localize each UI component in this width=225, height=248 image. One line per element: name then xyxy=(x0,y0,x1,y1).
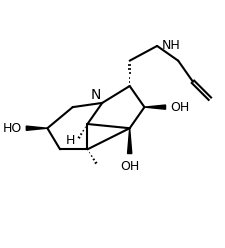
Polygon shape xyxy=(26,126,47,130)
Text: HO: HO xyxy=(3,122,22,135)
Text: OH: OH xyxy=(169,101,188,114)
Polygon shape xyxy=(144,105,165,109)
Text: NH: NH xyxy=(161,39,179,52)
Text: H: H xyxy=(65,134,74,147)
Text: N: N xyxy=(90,88,101,102)
Polygon shape xyxy=(127,128,131,154)
Text: OH: OH xyxy=(119,160,139,173)
